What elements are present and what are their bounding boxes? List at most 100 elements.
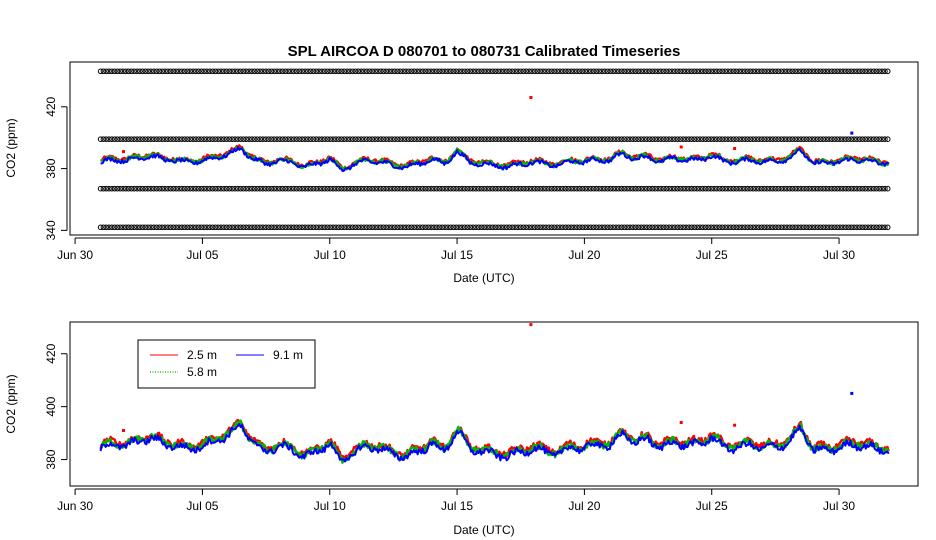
calibration-point: [103, 68, 109, 75]
calibration-point: [391, 68, 398, 75]
calibration-point: [814, 224, 821, 231]
calibration-point: [630, 136, 636, 142]
calibration-point: [473, 185, 479, 192]
calibration-point: [195, 136, 202, 142]
calibration-point: [447, 68, 454, 75]
calibration-point: [579, 68, 586, 75]
calibration-point: [265, 224, 272, 231]
calibration-point: [775, 68, 782, 75]
calibration-point: [128, 185, 135, 192]
calibration-point: [207, 136, 213, 142]
calibration-point: [571, 185, 577, 192]
calibration-point: [621, 68, 628, 75]
calibration-point: [170, 136, 177, 142]
calibration-point: [512, 68, 518, 75]
calibration-point: [355, 185, 362, 192]
calibration-point: [215, 185, 221, 192]
calibration-point: [604, 68, 611, 75]
calibration-point: [579, 224, 586, 231]
calibration-point: [316, 224, 322, 231]
calibration-point: [655, 185, 661, 192]
calibration-point: [613, 185, 619, 192]
calibration-point: [257, 68, 264, 75]
calibration-point: [316, 185, 322, 192]
calibration-point: [316, 68, 322, 75]
calibration-point: [433, 224, 440, 231]
calibration-point: [106, 136, 112, 142]
calibration-point: [176, 224, 182, 231]
calibration-point: [610, 136, 617, 142]
calibration-point: [711, 136, 717, 142]
calibration-point: [498, 136, 504, 142]
calibration-point: [543, 136, 549, 142]
calibration-point: [800, 68, 807, 75]
calibration-point: [599, 185, 605, 192]
calibration-point: [537, 224, 544, 231]
calibration-point: [369, 68, 376, 75]
calibration-point: [226, 136, 233, 142]
calibration-point: [859, 185, 866, 192]
calibration-point: [523, 136, 530, 142]
calibration-point: [728, 185, 734, 192]
calibration-point: [352, 224, 359, 231]
calibration-point: [725, 185, 731, 192]
calibration-point: [470, 68, 476, 75]
calibration-point: [159, 185, 165, 192]
calibration-point: [145, 136, 151, 142]
y-tick-label: 340: [44, 220, 58, 240]
calibration-point: [447, 136, 454, 142]
calibration-point: [229, 136, 235, 142]
calibration-point: [459, 185, 465, 192]
calibration-point: [148, 68, 154, 75]
calibration-point: [265, 68, 272, 75]
calibration-point: [209, 136, 216, 142]
calibration-point: [207, 68, 213, 75]
calibration-point: [425, 136, 432, 142]
x-tick-label: Jul 30: [823, 248, 855, 262]
outlier-point: [529, 96, 533, 99]
calibration-point: [375, 224, 381, 231]
calibration-point: [100, 185, 107, 192]
x-tick-label: Jul 30: [823, 499, 855, 513]
calibration-point: [131, 185, 137, 192]
calibration-point: [702, 224, 709, 231]
calibration-point: [389, 136, 395, 142]
calibration-point: [714, 185, 720, 192]
calibration-point: [125, 136, 132, 142]
calibration-point: [237, 68, 244, 75]
calibration-point: [593, 136, 600, 142]
calibration-point: [478, 224, 485, 231]
calibration-point: [540, 185, 546, 192]
calibration-point: [767, 68, 773, 75]
calibration-point: [97, 68, 104, 75]
calibration-point: [223, 224, 230, 231]
calibration-point: [344, 224, 350, 231]
calibration-point: [700, 68, 706, 75]
calibration-point: [652, 68, 659, 75]
calibration-point: [235, 68, 241, 75]
calibration-point: [305, 185, 311, 192]
calibration-point: [837, 136, 843, 142]
calibration-point: [560, 136, 566, 142]
calibration-point: [341, 136, 348, 142]
calibration-point: [405, 136, 412, 142]
calibration-point: [848, 136, 855, 142]
calibration-point: [882, 185, 888, 192]
calibration-point: [173, 185, 179, 192]
calibration-point: [484, 136, 490, 142]
top-x-axis: Jun 30 Jul 05 Jul 10 Jul 15 Jul 20 Jul 25 Jul …: [57, 237, 855, 262]
calibration-point: [806, 136, 813, 142]
calibration-point: [254, 185, 261, 192]
calibration-point: [560, 185, 566, 192]
calibration-point: [560, 68, 566, 75]
calibration-point: [277, 185, 283, 192]
calibration-point: [179, 136, 185, 142]
calibration-point: [767, 224, 773, 231]
calibration-point: [714, 224, 720, 231]
calibration-point: [330, 185, 336, 192]
calibration-point: [380, 136, 387, 142]
calibration-point: [758, 185, 765, 192]
calibration-point: [644, 185, 650, 192]
legend-label-2-5m: 2.5 m: [187, 348, 217, 362]
calibration-point: [386, 224, 392, 231]
